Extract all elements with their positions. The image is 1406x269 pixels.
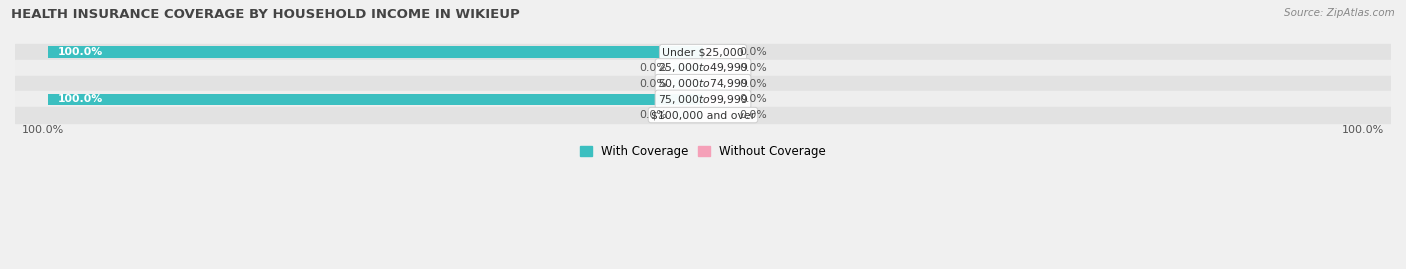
Bar [703, 95, 733, 104]
Text: 100.0%: 100.0% [21, 125, 63, 135]
Bar [673, 111, 703, 119]
Text: 100.0%: 100.0% [1343, 125, 1385, 135]
Text: Under $25,000: Under $25,000 [662, 47, 744, 57]
Bar [15, 91, 1391, 107]
Bar [48, 94, 703, 105]
Bar [15, 44, 1391, 60]
Bar [703, 63, 733, 72]
Text: 0.0%: 0.0% [740, 94, 766, 104]
Text: $100,000 and over: $100,000 and over [651, 110, 755, 120]
Bar [703, 111, 733, 119]
Bar [48, 47, 703, 58]
Text: HEALTH INSURANCE COVERAGE BY HOUSEHOLD INCOME IN WIKIEUP: HEALTH INSURANCE COVERAGE BY HOUSEHOLD I… [11, 8, 520, 21]
Text: 0.0%: 0.0% [740, 47, 766, 57]
Text: $25,000 to $49,999: $25,000 to $49,999 [658, 61, 748, 74]
Text: Source: ZipAtlas.com: Source: ZipAtlas.com [1284, 8, 1395, 18]
Bar [15, 60, 1391, 76]
Text: 100.0%: 100.0% [58, 94, 103, 104]
Bar [15, 76, 1391, 91]
Bar [703, 79, 733, 88]
Text: $75,000 to $99,999: $75,000 to $99,999 [658, 93, 748, 106]
Text: 0.0%: 0.0% [640, 63, 666, 73]
Text: 0.0%: 0.0% [740, 79, 766, 89]
Text: 0.0%: 0.0% [640, 110, 666, 120]
Text: 0.0%: 0.0% [740, 110, 766, 120]
Text: $50,000 to $74,999: $50,000 to $74,999 [658, 77, 748, 90]
Text: 100.0%: 100.0% [58, 47, 103, 57]
Bar [673, 79, 703, 88]
Legend: With Coverage, Without Coverage: With Coverage, Without Coverage [575, 140, 831, 163]
Text: 0.0%: 0.0% [640, 79, 666, 89]
Bar [15, 107, 1391, 123]
Bar [703, 48, 733, 56]
Bar [673, 63, 703, 72]
Text: 0.0%: 0.0% [740, 63, 766, 73]
